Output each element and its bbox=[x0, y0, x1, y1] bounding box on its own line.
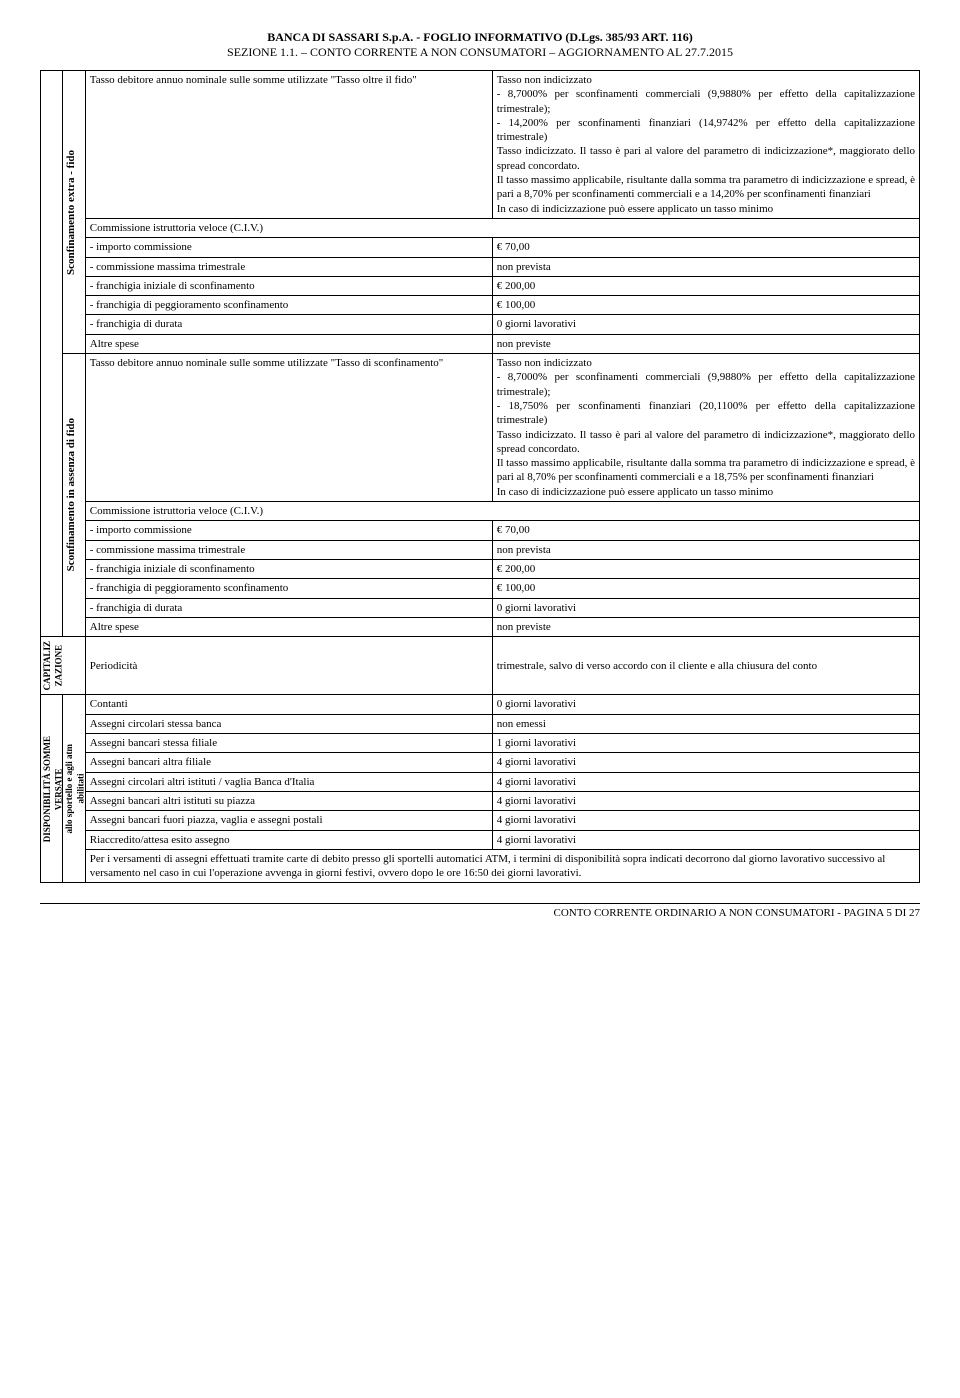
s2-altre-l: Altre spese bbox=[85, 617, 492, 636]
d-5-l: Assegni bancari altri istituti su piazza bbox=[85, 791, 492, 810]
sidebar-dispon1: DISPONIBILITÀ SOMME VERSATE bbox=[41, 695, 63, 883]
d-0-v: 0 giorni lavorativi bbox=[492, 695, 919, 714]
s2-civ-header: Commissione istruttoria veloce (C.I.V.) bbox=[85, 502, 919, 521]
d-6-l: Assegni bancari fuori piazza, vaglia e a… bbox=[85, 811, 492, 830]
d-3-l: Assegni bancari altra filiale bbox=[85, 753, 492, 772]
d-2-l: Assegni bancari stessa filiale bbox=[85, 734, 492, 753]
s2-civ-2-v: € 200,00 bbox=[492, 559, 919, 578]
sidebar-capitalizz: CAPITALIZ ZAZIONE bbox=[41, 637, 86, 695]
d-4-l: Assegni circolari altri istituti / vagli… bbox=[85, 772, 492, 791]
outer-sidebar-blank bbox=[41, 71, 63, 637]
s2-civ-3-l: - franchigia di peggioramento sconfiname… bbox=[85, 579, 492, 598]
sidebar-sconf-extra: Sconfinamento extra - fido bbox=[63, 71, 85, 354]
s2-civ-4-l: - franchigia di durata bbox=[85, 598, 492, 617]
d-4-v: 4 giorni lavorativi bbox=[492, 772, 919, 791]
s2-civ-2-l: - franchigia iniziale di sconfinamento bbox=[85, 559, 492, 578]
d-0-l: Contanti bbox=[85, 695, 492, 714]
cap-l: Periodicità bbox=[85, 637, 492, 695]
s2-civ-3-v: € 100,00 bbox=[492, 579, 919, 598]
header-line2: SEZIONE 1.1. – CONTO CORRENTE A NON CONS… bbox=[40, 45, 920, 60]
s1-civ-0-l: - importo commissione bbox=[85, 238, 492, 257]
d-2-v: 1 giorni lavorativi bbox=[492, 734, 919, 753]
s2-civ-1-l: - commissione massima trimestrale bbox=[85, 540, 492, 559]
s2-civ-0-v: € 70,00 bbox=[492, 521, 919, 540]
d-7-l: Riaccredito/attesa esito assegno bbox=[85, 830, 492, 849]
s2-tasso-value: Tasso non indicizzato - 8,7000% per scon… bbox=[492, 354, 919, 502]
header-line1: BANCA DI SASSARI S.p.A. - FOGLIO INFORMA… bbox=[40, 30, 920, 45]
page-header: BANCA DI SASSARI S.p.A. - FOGLIO INFORMA… bbox=[40, 30, 920, 60]
s1-civ-1-v: non prevista bbox=[492, 257, 919, 276]
s1-tasso-value: Tasso non indicizzato - 8,7000% per scon… bbox=[492, 71, 919, 219]
s2-civ-4-v: 0 giorni lavorativi bbox=[492, 598, 919, 617]
page-footer: CONTO CORRENTE ORDINARIO A NON CONSUMATO… bbox=[40, 903, 920, 919]
s2-civ-0-l: - importo commissione bbox=[85, 521, 492, 540]
s1-civ-4-l: - franchigia di durata bbox=[85, 315, 492, 334]
d-1-l: Assegni circolari stessa banca bbox=[85, 714, 492, 733]
d-3-v: 4 giorni lavorativi bbox=[492, 753, 919, 772]
s1-civ-3-v: € 100,00 bbox=[492, 296, 919, 315]
dispon-note: Per i versamenti di assegni effettuati t… bbox=[85, 849, 919, 883]
d-5-v: 4 giorni lavorativi bbox=[492, 791, 919, 810]
sidebar-sconf-assenza: Sconfinamento in assenza di fido bbox=[63, 354, 85, 637]
s1-civ-1-l: - commissione massima trimestrale bbox=[85, 257, 492, 276]
main-table: Sconfinamento extra - fido Tasso debitor… bbox=[40, 70, 920, 883]
d-6-v: 4 giorni lavorativi bbox=[492, 811, 919, 830]
cap-v: trimestrale, salvo di verso accordo con … bbox=[492, 637, 919, 695]
s1-tasso-label: Tasso debitore annuo nominale sulle somm… bbox=[85, 71, 492, 219]
s1-civ-2-l: - franchigia iniziale di sconfinamento bbox=[85, 276, 492, 295]
s1-civ-header: Commissione istruttoria veloce (C.I.V.) bbox=[85, 218, 919, 237]
s2-tasso-label: Tasso debitore annuo nominale sulle somm… bbox=[85, 354, 492, 502]
d-1-v: non emessi bbox=[492, 714, 919, 733]
s1-altre-l: Altre spese bbox=[85, 334, 492, 353]
d-7-v: 4 giorni lavorativi bbox=[492, 830, 919, 849]
s1-civ-0-v: € 70,00 bbox=[492, 238, 919, 257]
s1-civ-2-v: € 200,00 bbox=[492, 276, 919, 295]
s1-civ-3-l: - franchigia di peggioramento sconfiname… bbox=[85, 296, 492, 315]
sidebar-dispon2: allo sportello e agli atm abilitati bbox=[63, 695, 85, 883]
s2-altre-v: non previste bbox=[492, 617, 919, 636]
s1-civ-4-v: 0 giorni lavorativi bbox=[492, 315, 919, 334]
s2-civ-1-v: non prevista bbox=[492, 540, 919, 559]
s1-altre-v: non previste bbox=[492, 334, 919, 353]
